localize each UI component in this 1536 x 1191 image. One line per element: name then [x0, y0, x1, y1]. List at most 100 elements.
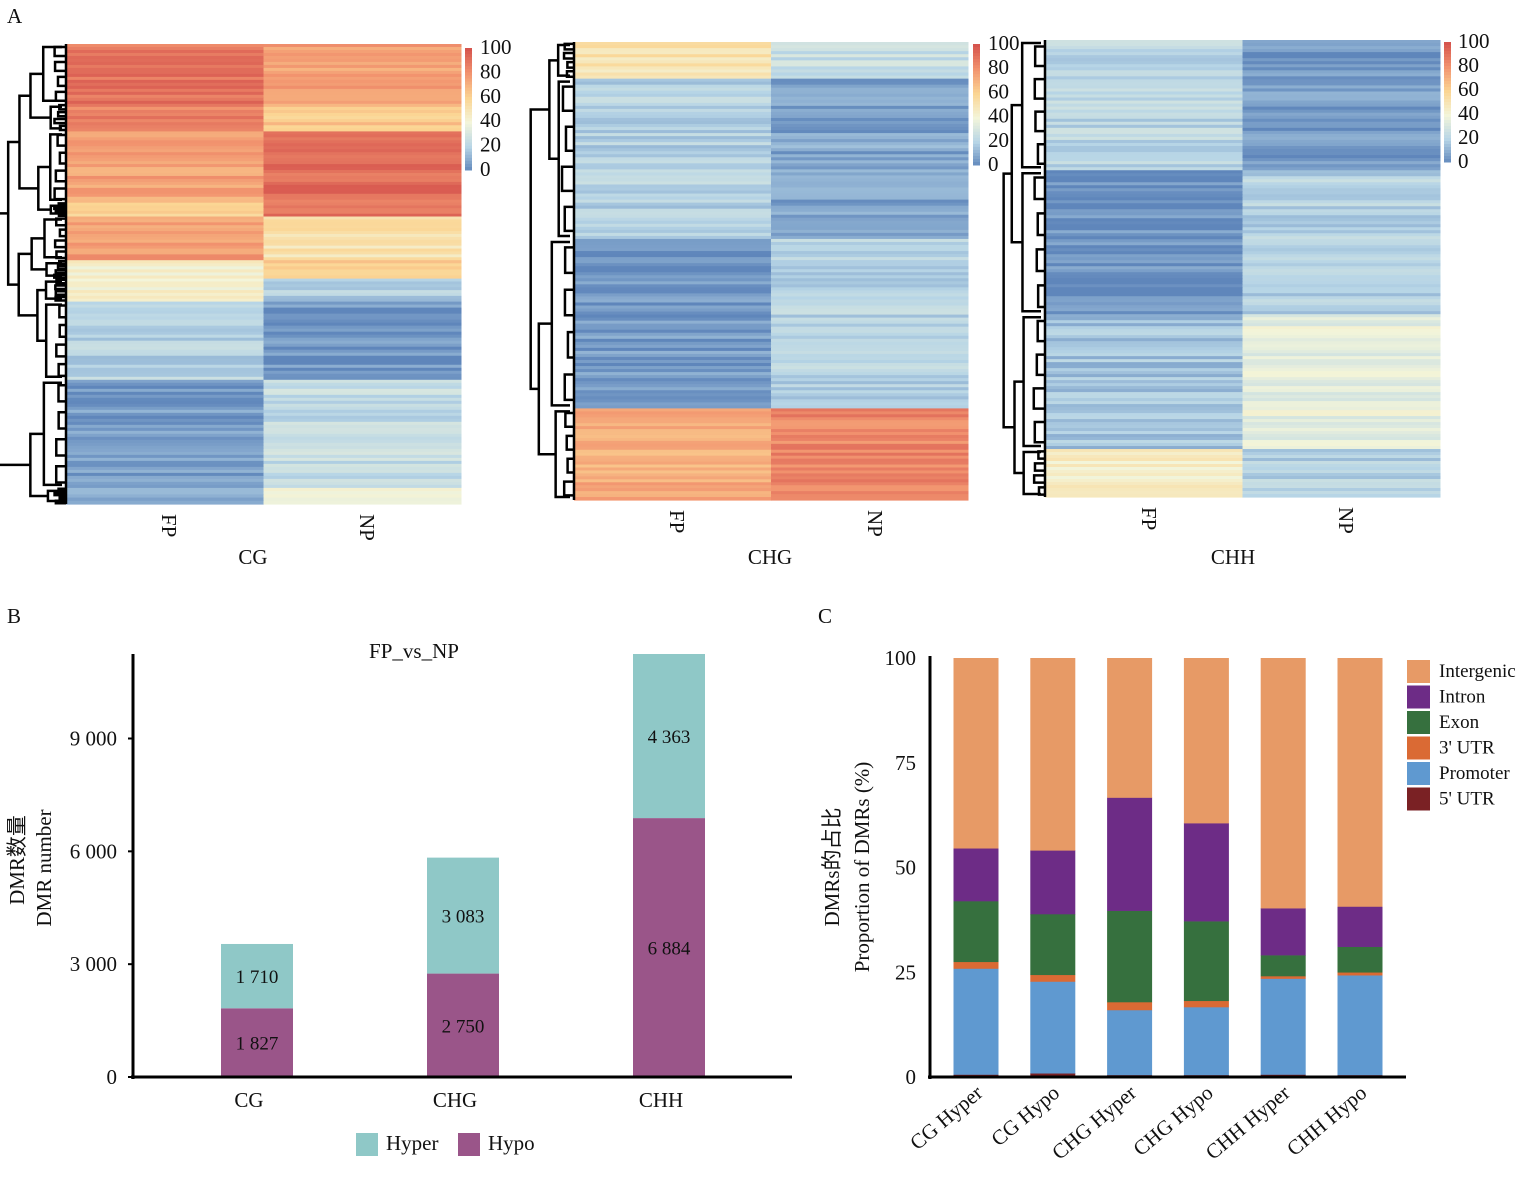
- heatmap-cell: [263, 152, 462, 156]
- heatmap-cell: [263, 295, 462, 300]
- heatmap-cell: [66, 415, 264, 420]
- x-tick-label: CG: [234, 1088, 263, 1112]
- heatmap-cell: [1242, 236, 1441, 240]
- heatmap-cell: [66, 94, 264, 99]
- heatmap-cell: [66, 82, 264, 87]
- heatmap-cell: [66, 301, 264, 306]
- heatmap-cell: [1045, 332, 1243, 336]
- heatmap-cell: [1242, 43, 1441, 47]
- dendrogram-branch: [54, 465, 66, 484]
- colorbar-segment: [465, 72, 472, 76]
- legend-swatch-exon: [1407, 711, 1430, 734]
- heatmap-cell: [1242, 109, 1441, 114]
- dendrogram-branch: [53, 45, 66, 58]
- heatmap-cell: [1242, 311, 1441, 315]
- heatmap-cell: [771, 169, 969, 174]
- heatmap-cell: [263, 122, 462, 126]
- bar-segment-intergenic: [1183, 658, 1229, 824]
- heatmap-cell: [66, 245, 264, 250]
- heatmap-cell: [574, 175, 772, 180]
- heatmap-cell: [574, 420, 772, 424]
- heatmap-cell: [771, 290, 969, 295]
- colorbar-segment: [973, 92, 980, 96]
- heatmap-cell: [66, 73, 264, 78]
- heatmap-cell: [66, 500, 264, 505]
- heatmap-cell: [66, 313, 264, 318]
- heatmap-cell: [263, 193, 462, 198]
- heatmap-cell: [263, 307, 462, 312]
- heatmap-cell: [263, 140, 462, 144]
- dendrogram-branch: [55, 438, 66, 457]
- heatmap-cell: [574, 402, 772, 406]
- heatmap-cell: [1045, 218, 1243, 222]
- heatmap-cell: [263, 216, 462, 221]
- heatmap-cell: [1045, 136, 1243, 141]
- heatmap-cell: [574, 452, 772, 457]
- heatmap-cell: [1045, 55, 1243, 59]
- heatmap-cell: [1242, 326, 1441, 330]
- heatmap-cell: [66, 149, 264, 153]
- heatmap-cluster: [66, 260, 462, 280]
- x-tick-label: CG Hypo: [986, 1080, 1064, 1151]
- column-label-np: NP: [863, 510, 887, 537]
- heatmap-cell: [1242, 188, 1441, 192]
- colorbar-segment: [973, 155, 980, 160]
- heatmap-cell: [66, 290, 264, 294]
- heatmap-cell: [771, 420, 969, 424]
- colorbar-segment: [465, 145, 472, 150]
- heatmap-cell: [574, 290, 772, 295]
- dendrogram-branch: [49, 133, 62, 201]
- heatmap-cell: [771, 42, 969, 46]
- heatmap-cell: [1045, 200, 1243, 204]
- heatmap-cell: [1045, 371, 1243, 375]
- heatmap-cell: [1045, 473, 1243, 477]
- heatmap-cell: [1242, 191, 1441, 195]
- heatmap-cell: [263, 340, 462, 345]
- heatmap-cell: [771, 66, 969, 71]
- bar-segment-utr3: [1260, 976, 1306, 979]
- heatmap-cell: [1242, 281, 1441, 285]
- heatmap-cell: [574, 281, 772, 285]
- heatmap-cell: [66, 146, 264, 150]
- heatmap-cell: [66, 397, 264, 402]
- heatmap-cell: [771, 142, 969, 146]
- heatmap-cell: [66, 298, 264, 303]
- heatmap-cell: [66, 494, 264, 499]
- heatmap-cell: [574, 244, 772, 249]
- heatmap-cell: [66, 213, 264, 218]
- dendrogram-branch: [1036, 319, 1045, 343]
- heatmap-cell: [1045, 263, 1243, 267]
- colorbar-segment: [973, 98, 980, 102]
- heatmap-title: CHG: [748, 545, 792, 569]
- bar-segment-intron: [1337, 906, 1383, 947]
- heatmap-cell: [1242, 413, 1441, 417]
- dendrogram-branch: [57, 410, 66, 430]
- colorbar-segment: [1444, 75, 1451, 79]
- heatmap-cell: [574, 196, 772, 201]
- heatmap-cell: [66, 466, 264, 471]
- heatmap-cell: [263, 494, 462, 499]
- heatmap-cell: [1242, 434, 1441, 438]
- heatmap-cell: [66, 295, 264, 300]
- heatmap-cell: [771, 108, 969, 113]
- colorbar-segment: [465, 99, 472, 104]
- dendrogram-branch: [57, 362, 66, 378]
- heatmap-cell: [574, 235, 772, 240]
- heatmap-cell: [574, 169, 772, 174]
- heatmap-cell: [263, 460, 462, 465]
- heatmap-cell: [263, 433, 462, 438]
- dendrogram-branch: [563, 205, 574, 233]
- heatmap-cell: [1242, 173, 1441, 177]
- bar-segment-exon: [953, 901, 999, 963]
- colorbar-segment: [973, 143, 980, 148]
- heatmap-cell: [1242, 362, 1441, 366]
- colorbar-segment: [465, 121, 472, 125]
- colorbar-tick-label: 80: [480, 59, 501, 83]
- heatmap-cell: [574, 317, 772, 322]
- heatmap-cell: [574, 151, 772, 155]
- heatmap-cell: [1045, 461, 1243, 465]
- colorbar-tick-label: 60: [1458, 77, 1479, 101]
- heatmap-cell: [263, 376, 462, 381]
- heatmap-cell: [263, 469, 462, 474]
- colorbar-segment: [1444, 129, 1451, 133]
